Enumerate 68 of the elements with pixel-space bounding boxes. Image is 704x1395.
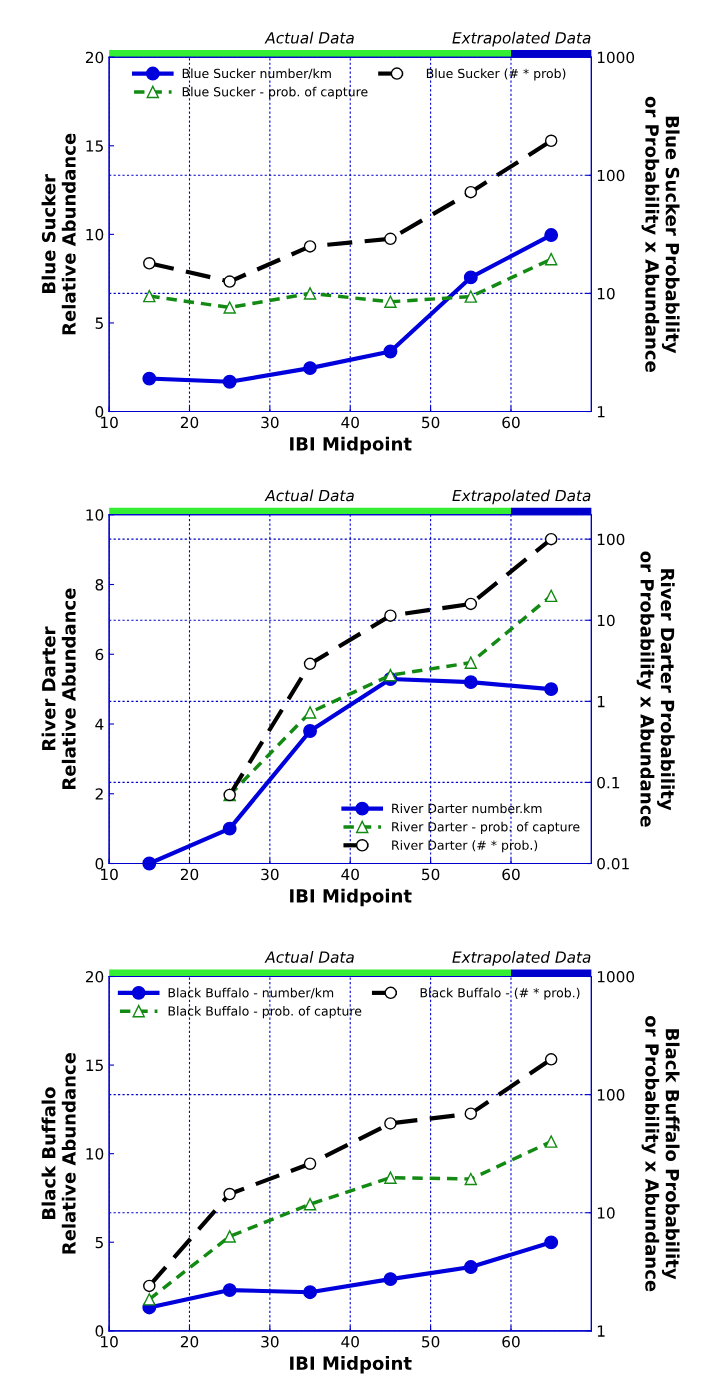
y2-tick-label: 1000 [597, 970, 635, 983]
x-tick-label: 40 [341, 1335, 359, 1348]
legend-label: Black Buffalo - prob. of capture [168, 1006, 362, 1019]
y-tick-label: 10 [86, 228, 104, 241]
y2-tick-label: 10 [597, 1207, 615, 1219]
text: Extrapolated Data [452, 951, 591, 966]
legend-label: Black Buffalo - (# * prob.) [420, 987, 580, 1000]
y-tick-label: 15 [86, 140, 103, 152]
x-tick-label: 60 [502, 416, 520, 429]
y-tick-label: 5 [95, 1236, 103, 1249]
y-tick-label: 20 [85, 970, 104, 983]
text: Actual Data [264, 31, 354, 44]
text: Extrapolated Data [452, 489, 591, 505]
y2-tick-label: 0.01 [597, 857, 629, 870]
y2-tick-label: 1 [597, 696, 605, 708]
x-tick-label: 60 [502, 1335, 520, 1348]
y2-tick-label: 10 [597, 614, 615, 627]
y2-tick-label: 100 [597, 1089, 625, 1101]
y-tick-label: 10 [86, 509, 104, 521]
y-axis-title: Blue Sucker Relative Abundance [41, 133, 76, 335]
y-axis-title: River Darter Relative Abundance [41, 588, 76, 790]
x-tick-label: 30 [261, 1335, 279, 1348]
legend-label: Blue Sucker (# * prob) [426, 68, 566, 81]
y2-tick-label: 0.1 [597, 776, 620, 789]
y-tick-label: 4 [95, 718, 104, 730]
legend-label: River Darter - prob. of capture [392, 821, 580, 834]
y2-tick-label: 1000 [597, 51, 635, 64]
x-tick-label: 50 [422, 416, 440, 429]
x-tick-label: 60 [502, 868, 520, 881]
x-tick-label: 20 [180, 416, 199, 429]
legend-label: Blue Sucker - prob. of capture [182, 86, 368, 99]
x-axis-title: IBI Midpoint [290, 1356, 412, 1374]
y-tick-label: 0 [95, 405, 104, 418]
y-tick-label: 2 [95, 788, 103, 800]
x-tick-label: 40 [341, 416, 359, 429]
legend-label: River Darter (# * prob.) [392, 840, 538, 853]
x-tick-label: 50 [422, 1335, 440, 1348]
y2-tick-label: 1 [597, 1325, 605, 1337]
y2-axis-title: Black Buffalo Probability or Probability x Abundance [641, 1016, 680, 1292]
x-axis-title: IBI Midpoint [290, 436, 412, 455]
x-axis-title: IBI Midpoint [290, 888, 412, 907]
legend-label: Black Buffalo - number/km [168, 987, 334, 999]
y-tick-label: 5 [95, 317, 103, 329]
y2-axis-title: River Darter Probability or Probability x Abundance [636, 551, 675, 827]
y2-axis-title: Blue Sucker Probability or Probability x Abundance [641, 96, 680, 372]
text: Actual Data [264, 489, 354, 502]
y-axis-title: Black Buffalo Relative Abundance [41, 1052, 76, 1254]
y2-tick-label: 100 [597, 169, 625, 182]
y-tick-label: 15 [86, 1059, 103, 1072]
x-tick-label: 20 [180, 1335, 199, 1348]
legend-label: River Darter number.km [392, 803, 542, 814]
y-tick-label: 0 [95, 857, 104, 870]
y-tick-label: 20 [85, 51, 104, 64]
y-tick-label: 8 [95, 578, 104, 591]
y2-tick-label: 100 [597, 533, 625, 546]
text: Actual Data [264, 951, 354, 963]
y-tick-label: 0 [95, 1325, 104, 1337]
y-tick-label: 6 [95, 648, 104, 661]
x-tick-label: 40 [341, 868, 359, 881]
y2-tick-label: 10 [597, 287, 615, 300]
text: Extrapolated Data [452, 31, 591, 47]
y2-tick-label: 1 [597, 406, 605, 418]
x-tick-label: 20 [180, 868, 199, 881]
x-tick-label: 50 [422, 868, 440, 881]
legend-label: Blue Sucker number/km [182, 68, 331, 80]
y-tick-label: 10 [86, 1148, 104, 1160]
x-tick-label: 30 [261, 868, 279, 881]
x-tick-label: 30 [261, 416, 279, 429]
